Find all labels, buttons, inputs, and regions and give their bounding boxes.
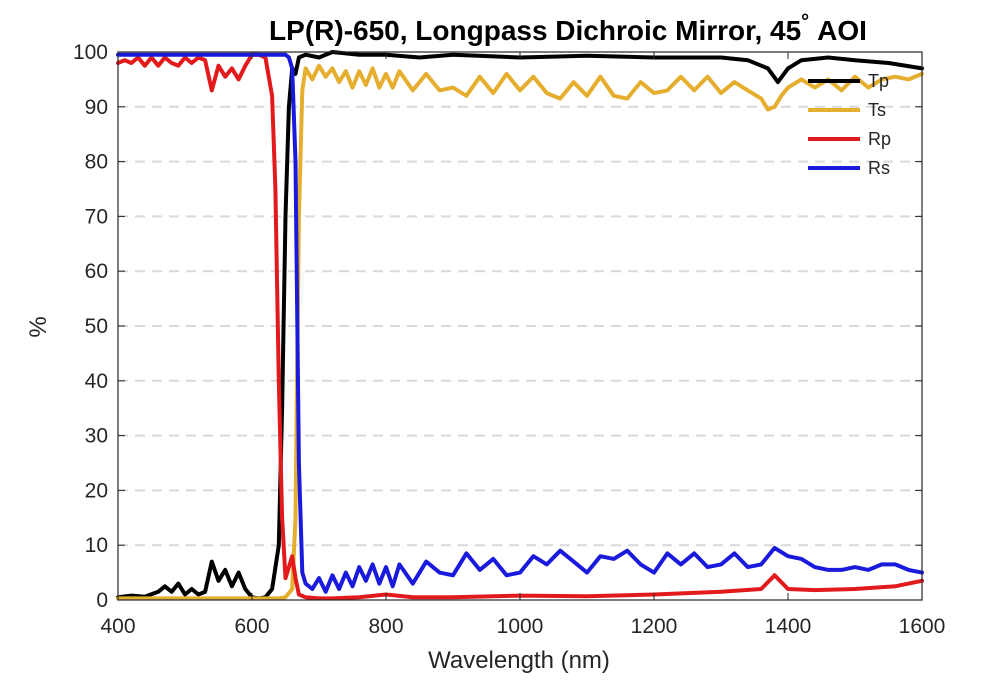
- x-axis-ticks: 400 600 800 1000 1200 1400 1600: [100, 52, 945, 638]
- x-tick-label-400: 400: [100, 615, 135, 638]
- chart-title-suffix: AOI: [817, 15, 867, 46]
- grid-lines: [118, 105, 922, 547]
- legend: Tp Ts Rp Rs: [808, 71, 891, 178]
- x-axis-label: Wavelength (nm): [428, 647, 610, 674]
- x-tick-label-600: 600: [234, 615, 269, 638]
- chart-title: LP(R)-650, Longpass Dichroic Mirror, 45°…: [269, 11, 867, 46]
- y-tick-label-80: 80: [85, 151, 108, 174]
- y-tick-label-90: 90: [85, 96, 108, 119]
- y-axis-ticks: 0 10 20 30 40 50 60 70 80 90 100: [73, 41, 922, 612]
- x-tick-label-1400: 1400: [765, 615, 812, 638]
- x-tick-label-1000: 1000: [497, 615, 544, 638]
- series-layer: [116, 50, 924, 601]
- chart-title-degree: °: [801, 11, 809, 33]
- series-line-ts: [116, 63, 924, 601]
- y-axis-label: %: [25, 316, 52, 337]
- y-tick-label-10: 10: [85, 534, 108, 557]
- y-tick-label-70: 70: [85, 205, 108, 228]
- series-line-rs: [116, 52, 924, 594]
- y-tick-label-0: 0: [96, 589, 108, 612]
- legend-label-rp: Rp: [868, 129, 891, 149]
- y-tick-label-40: 40: [85, 370, 108, 393]
- legend-label-ts: Ts: [868, 100, 886, 120]
- x-tick-label-1600: 1600: [899, 615, 946, 638]
- y-tick-label-100: 100: [73, 41, 108, 64]
- chart-title-main: LP(R)-650, Longpass Dichroic Mirror, 45: [269, 15, 801, 46]
- y-tick-label-60: 60: [85, 260, 108, 283]
- legend-label-tp: Tp: [868, 71, 889, 91]
- y-tick-label-20: 20: [85, 479, 108, 502]
- x-tick-label-800: 800: [368, 615, 403, 638]
- series-line-tp: [116, 50, 924, 601]
- legend-label-rs: Rs: [868, 158, 890, 178]
- y-tick-label-30: 30: [85, 425, 108, 448]
- series-line-rp: [116, 52, 924, 601]
- y-tick-label-50: 50: [85, 315, 108, 338]
- x-tick-label-1200: 1200: [631, 615, 678, 638]
